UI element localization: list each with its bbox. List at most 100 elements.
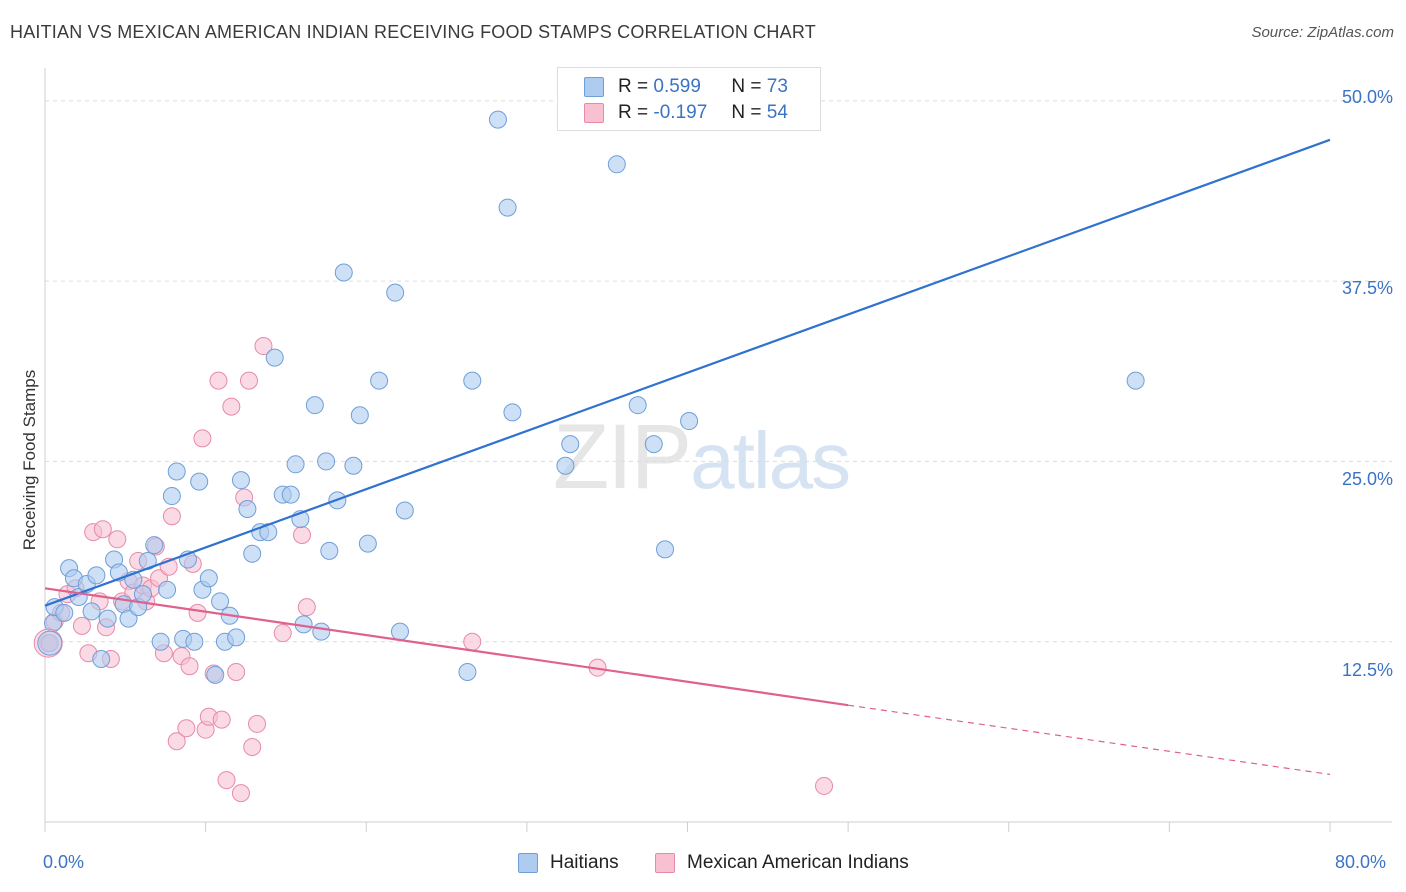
haitians-point — [286, 455, 305, 474]
haitians-point — [395, 501, 414, 520]
legend-r-value: 0.599 — [653, 76, 701, 97]
haitians-point — [227, 628, 246, 647]
haitians-point — [1126, 371, 1145, 390]
haitians-point — [320, 541, 339, 560]
series-legend: Haitians Mexican American Indians — [0, 852, 1406, 878]
haitians-point — [87, 566, 106, 585]
haitians-point — [98, 609, 117, 628]
mexican-point — [193, 429, 212, 448]
legend-swatch-haitians — [518, 853, 538, 873]
legend-n-label: N = — [731, 102, 762, 123]
y-tick-label-12-5: 12.5% — [1341, 660, 1393, 680]
mexican-point — [188, 603, 207, 622]
mexican-point — [227, 663, 246, 681]
mexican-point — [72, 616, 91, 635]
watermark-zip: ZIP — [553, 406, 692, 508]
haitians-point — [190, 472, 209, 491]
haitians-trend-line — [44, 138, 1331, 607]
haitians-point — [243, 544, 262, 563]
legend-row-mexican: R = -0.197 N = 54 — [584, 100, 788, 126]
mexican-point — [815, 776, 834, 795]
mexican-point — [297, 598, 316, 617]
mexican-point — [231, 784, 250, 803]
haitians-point — [82, 602, 101, 621]
x-tick-label-min: 0.0% — [43, 852, 85, 872]
mexican-point — [243, 738, 262, 756]
watermark: ZIPatlas — [553, 405, 851, 510]
haitians-point — [281, 485, 300, 504]
haitians-point — [607, 155, 626, 174]
haitians-point — [238, 500, 257, 519]
haitians-point — [680, 412, 699, 431]
haitians-point — [231, 471, 250, 490]
legend-swatch-mexican — [655, 853, 675, 873]
haitians-point — [151, 632, 170, 651]
haitians-point — [92, 650, 111, 669]
haitians-point — [334, 263, 353, 282]
mexican-point — [212, 710, 231, 729]
haitians-point — [37, 630, 63, 656]
mexican-point — [177, 719, 196, 738]
legend-n-value: 73 — [766, 76, 788, 97]
mexican-point — [293, 525, 311, 544]
legend-n-label: N = — [731, 76, 762, 97]
haitians-point — [463, 371, 482, 390]
haitians-point — [358, 534, 377, 553]
mexican-point — [209, 371, 228, 390]
haitians-point — [317, 452, 336, 471]
mexican-point — [463, 632, 482, 651]
mexican-point — [273, 624, 292, 643]
haitians-point — [458, 663, 477, 681]
haitians-point — [55, 603, 74, 622]
haitians-point — [386, 283, 405, 302]
mexican-point — [93, 520, 112, 539]
mexican-point — [108, 530, 127, 549]
legend-swatch-haitians — [584, 77, 604, 97]
haitians-point — [119, 609, 138, 628]
legend-r-label: R = — [618, 102, 649, 123]
haitians-point — [167, 462, 186, 481]
legend-swatch-mexican — [584, 103, 604, 123]
mexican-point — [222, 397, 241, 416]
haitians-point — [344, 456, 363, 475]
legend-row-haitians: R = 0.599 N = 73 — [584, 74, 788, 100]
legend-n-value: 54 — [766, 102, 788, 123]
legend-label-mexican: Mexican American Indians — [687, 852, 909, 873]
watermark-atlas: atlas — [690, 416, 851, 505]
haitians-point — [350, 406, 369, 425]
mexican-point — [167, 732, 186, 751]
y-tick-label-37-5: 37.5% — [1341, 278, 1393, 298]
haitians-point — [628, 396, 647, 415]
legend-item-haitians: Haitians — [518, 852, 619, 874]
haitians-point — [561, 435, 580, 454]
haitians-point — [211, 592, 230, 611]
haitians-point — [488, 110, 507, 129]
haitians-point — [390, 622, 409, 641]
haitians-point — [162, 487, 181, 506]
haitians-point — [656, 540, 675, 559]
x-tick-label-max: 80.0% — [1335, 852, 1387, 872]
y-tick-label-25: 25.0% — [1341, 469, 1393, 489]
haitians-point — [133, 585, 152, 604]
haitians-point — [185, 632, 204, 651]
mexican-point — [162, 507, 181, 526]
haitians-point — [644, 435, 663, 454]
y-tick-label-50: 50.0% — [1341, 87, 1393, 107]
mexican-trend-line — [44, 587, 849, 707]
mexican-point — [217, 771, 236, 790]
legend-item-mexican: Mexican American Indians — [655, 852, 909, 874]
legend-label-haitians: Haitians — [550, 852, 619, 873]
mexican-point — [254, 337, 273, 356]
legend-r-label: R = — [618, 76, 649, 97]
haitians-point — [265, 348, 284, 367]
haitians-point — [199, 569, 218, 588]
haitians-point — [370, 371, 389, 390]
mexican-trend-extension — [848, 704, 1331, 775]
source-label: Source: ZipAtlas.com — [1251, 24, 1394, 41]
haitians-point — [206, 665, 225, 684]
mexican-point — [180, 657, 199, 676]
mexican-point — [239, 371, 258, 390]
mexican-point — [248, 714, 267, 733]
y-axis-label: Receiving Food Stamps — [20, 369, 39, 551]
